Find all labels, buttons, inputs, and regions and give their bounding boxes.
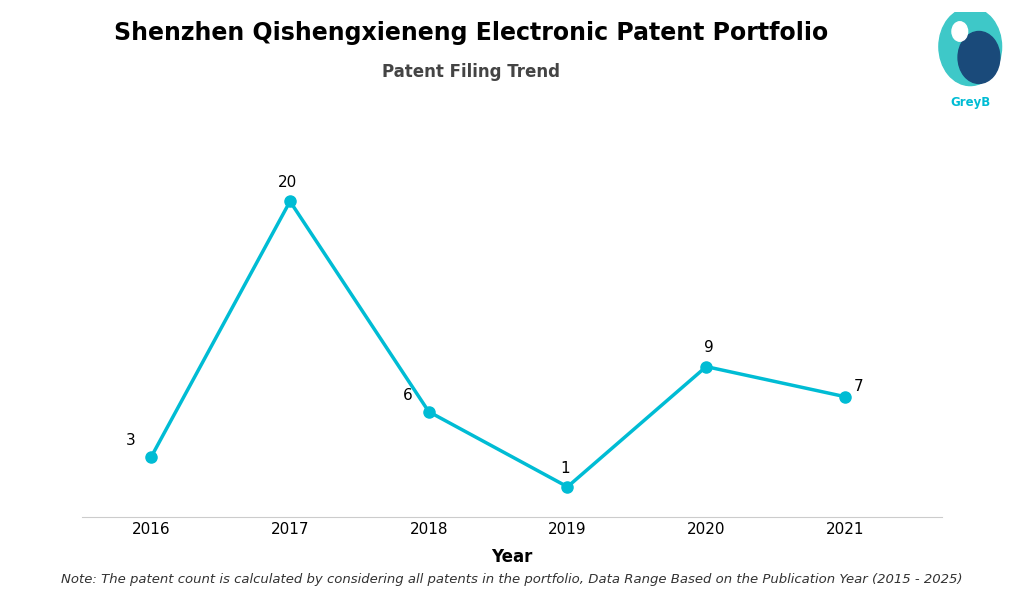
Text: 3: 3 xyxy=(126,433,135,448)
Text: Patent Filing Trend: Patent Filing Trend xyxy=(382,63,560,81)
Text: 1: 1 xyxy=(560,461,569,476)
Text: 9: 9 xyxy=(705,341,714,356)
Circle shape xyxy=(958,31,999,84)
Text: 20: 20 xyxy=(278,175,297,191)
Circle shape xyxy=(952,22,968,41)
Circle shape xyxy=(939,8,1001,85)
Text: GreyB: GreyB xyxy=(950,96,990,109)
X-axis label: Year: Year xyxy=(492,548,532,566)
Text: Note: The patent count is calculated by considering all patents in the portfolio: Note: The patent count is calculated by … xyxy=(61,573,963,586)
Text: 7: 7 xyxy=(854,379,863,394)
Text: Shenzhen Qishengxieneng Electronic Patent Portfolio: Shenzhen Qishengxieneng Electronic Paten… xyxy=(114,21,828,45)
Text: 6: 6 xyxy=(403,388,413,403)
